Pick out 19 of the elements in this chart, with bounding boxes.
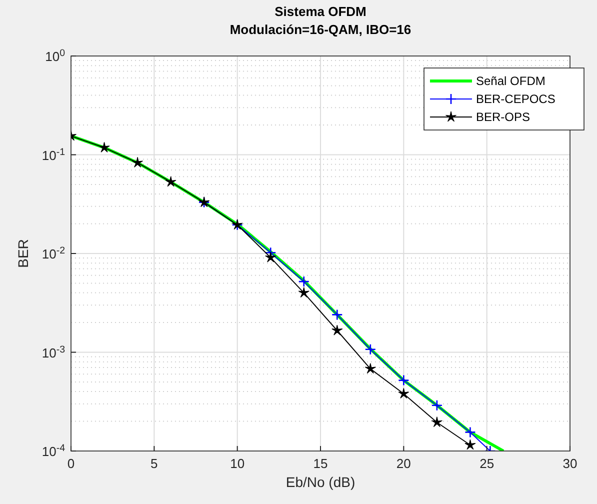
- x-tick-label: 30: [562, 456, 578, 471]
- x-axis-title: Eb/No (dB): [286, 474, 356, 490]
- legend-label: Señal OFDM: [476, 74, 546, 88]
- x-tick-label: 0: [67, 456, 75, 471]
- x-tick-label: 15: [313, 456, 328, 471]
- y-axis-title: BER: [15, 239, 31, 268]
- y-tick-label: 10$^{0}$: [45, 48, 66, 64]
- y-tick-label: 10$^{-4}$: [42, 442, 66, 459]
- y-tick-label: 10$^{-3}$: [42, 344, 65, 360]
- x-tick-label: 25: [480, 456, 494, 471]
- chart-title: Sistema OFDM: [274, 4, 366, 19]
- legend-label: BER-CEPOCS: [476, 92, 556, 106]
- x-tick-label: 5: [150, 456, 158, 471]
- x-tick-label: 10: [230, 456, 245, 471]
- chart-subtitle: Modulación=16-QAM, IBO=16: [230, 22, 412, 37]
- y-tick-label: 10$^{-1}$: [42, 146, 65, 163]
- y-tick-label: 10$^{-2}$: [42, 245, 65, 262]
- x-tick-label: 20: [396, 456, 411, 471]
- legend-label: BER-OPS: [476, 110, 530, 124]
